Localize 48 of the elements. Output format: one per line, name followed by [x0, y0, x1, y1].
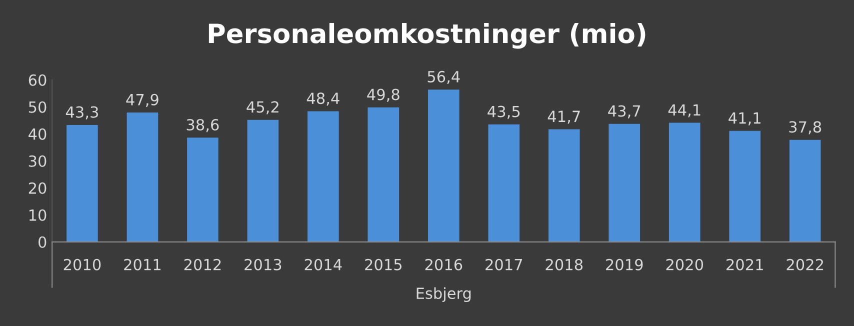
- bar: [247, 120, 279, 242]
- x-tick-label: 2022: [786, 258, 823, 270]
- bar: [187, 138, 218, 242]
- data-label: 38,6: [186, 118, 219, 132]
- bar: [428, 90, 460, 242]
- x-tick-label: 2015: [365, 258, 402, 270]
- bar: [488, 124, 520, 242]
- y-tick-label: 50: [28, 101, 46, 113]
- data-label: 41,1: [728, 112, 760, 126]
- data-label: 43,5: [488, 106, 520, 119]
- y-tick-label: 0: [38, 236, 46, 248]
- x-tick-label: 2011: [124, 258, 160, 270]
- bar: [608, 124, 640, 242]
- y-tick-label: 60: [28, 74, 46, 86]
- data-label: 56,4: [428, 70, 460, 84]
- y-tick-label: 30: [28, 155, 46, 167]
- data-label: 47,9: [126, 94, 158, 107]
- data-label: 49,8: [367, 88, 400, 102]
- x-tick-label: 2016: [425, 258, 462, 270]
- y-tick-label: 40: [28, 128, 46, 140]
- x-tick-label: 2013: [244, 258, 282, 270]
- x-tick-label: 2019: [606, 258, 643, 270]
- data-label: 41,7: [548, 110, 580, 124]
- x-tick-label: 2020: [666, 258, 704, 270]
- data-label: 43,3: [66, 106, 98, 120]
- x-tick-label: 2010: [64, 258, 101, 270]
- bar: [308, 111, 339, 242]
- bar: [368, 107, 400, 242]
- bar: [789, 140, 821, 242]
- bar: [729, 130, 761, 242]
- x-tick-label: 2018: [546, 258, 583, 270]
- data-label: 37,8: [789, 121, 822, 134]
- y-tick-label: 20: [28, 182, 46, 194]
- x-axis-title: Esbjerg: [416, 287, 471, 302]
- x-tick-label: 2021: [726, 258, 763, 270]
- data-label: 45,2: [246, 101, 278, 114]
- bar: [668, 122, 700, 242]
- x-tick-label: 2017: [486, 258, 522, 270]
- data-label: 44,1: [668, 104, 700, 118]
- y-tick-label: 10: [29, 209, 46, 221]
- x-tick-label: 2012: [184, 258, 221, 270]
- bar: [66, 124, 98, 242]
- chart-title: Personaleomkostninger (mio): [208, 22, 646, 49]
- bar: [548, 129, 580, 242]
- data-label: 43,7: [608, 105, 640, 118]
- data-label: 48,4: [306, 92, 340, 106]
- x-tick-label: 2014: [304, 258, 342, 270]
- bar: [126, 112, 158, 242]
